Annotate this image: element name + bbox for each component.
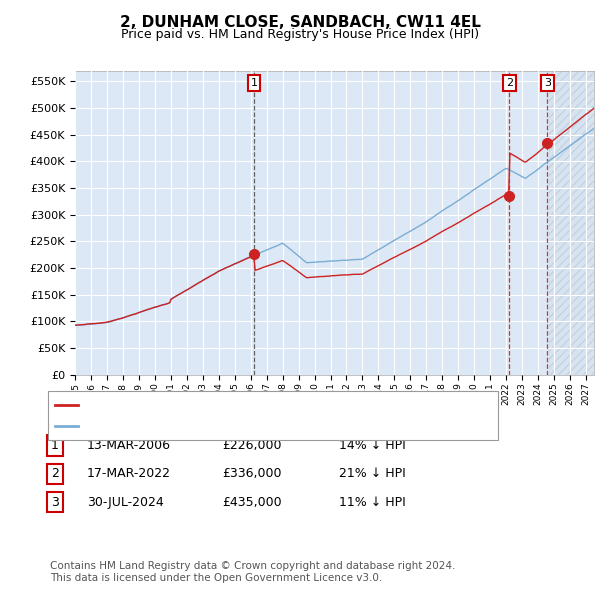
Text: £435,000: £435,000 [222,496,281,509]
Text: 11% ↓ HPI: 11% ↓ HPI [339,496,406,509]
Text: Contains HM Land Registry data © Crown copyright and database right 2024.
This d: Contains HM Land Registry data © Crown c… [50,561,455,583]
Text: 3: 3 [544,78,551,88]
Text: 21% ↓ HPI: 21% ↓ HPI [339,467,406,480]
Text: 30-JUL-2024: 30-JUL-2024 [87,496,164,509]
Text: 2, DUNHAM CLOSE, SANDBACH, CW11 4EL (detached house): 2, DUNHAM CLOSE, SANDBACH, CW11 4EL (det… [81,399,421,409]
Text: 13-MAR-2006: 13-MAR-2006 [87,439,171,452]
Text: 2: 2 [506,78,513,88]
Text: 14% ↓ HPI: 14% ↓ HPI [339,439,406,452]
Text: HPI: Average price, detached house, Cheshire East: HPI: Average price, detached house, Ches… [81,421,364,431]
Text: 17-MAR-2022: 17-MAR-2022 [87,467,171,480]
Text: 1: 1 [250,78,257,88]
Text: 3: 3 [51,496,59,509]
Text: 1: 1 [51,439,59,452]
Text: £336,000: £336,000 [222,467,281,480]
Text: £226,000: £226,000 [222,439,281,452]
Text: 2: 2 [51,467,59,480]
Text: Price paid vs. HM Land Registry's House Price Index (HPI): Price paid vs. HM Land Registry's House … [121,28,479,41]
Text: 2, DUNHAM CLOSE, SANDBACH, CW11 4EL: 2, DUNHAM CLOSE, SANDBACH, CW11 4EL [119,15,481,30]
